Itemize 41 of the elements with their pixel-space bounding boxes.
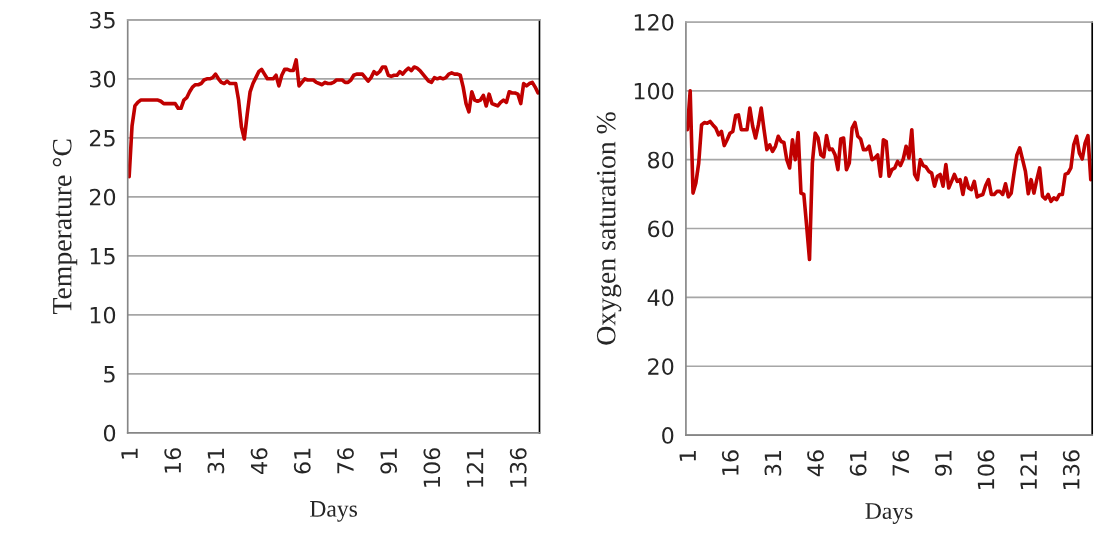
y-tick-label: 35	[90, 11, 115, 29]
x-tick-label: 61	[849, 450, 867, 476]
y-tick-label: 0	[103, 424, 116, 442]
x-tick-label: 31	[207, 448, 225, 474]
x-tick-label: 106	[977, 450, 995, 489]
x-tick-label: 121	[466, 448, 484, 487]
y-tick-label: 5	[104, 366, 115, 383]
y-tick-label: 25	[89, 129, 115, 147]
x-tick-label: 106	[423, 448, 441, 487]
y-tick-label: 10	[90, 306, 116, 324]
y-tick-label: 30	[90, 70, 116, 88]
x-tick-label: 1	[121, 448, 138, 459]
x-tick-label: 91	[934, 450, 952, 476]
y-tick-label: 15	[90, 248, 115, 265]
x-tick-label: 76	[892, 450, 910, 476]
x-axis-title: Days	[310, 501, 358, 522]
y-axis-title: Oxygen saturation %	[596, 112, 622, 345]
line-series	[127, 58, 540, 179]
x-axis-title: Days	[865, 503, 913, 524]
y-tick-label: 60	[648, 220, 674, 238]
x-tick-label: 76	[337, 448, 354, 474]
y-tick-label: 80	[648, 151, 674, 169]
x-tick-label: 136	[509, 448, 527, 487]
x-tick-label: 46	[807, 450, 824, 477]
x-tick-label: 31	[764, 450, 782, 476]
x-tick-label: 16	[721, 450, 739, 475]
x-tick-label: 61	[293, 448, 311, 474]
y-tick-label: 20	[648, 358, 674, 375]
y-axis-title: Temperature °C	[52, 139, 78, 315]
y-tick-label: 20	[89, 188, 116, 206]
y-tick-label: 40	[647, 289, 674, 307]
line-series	[685, 89, 1093, 262]
y-tick-label: 100	[634, 82, 674, 100]
x-tick-label: 91	[380, 448, 398, 474]
y-tick-label: 0	[662, 427, 674, 444]
x-tick-label: 136	[1062, 450, 1080, 489]
x-tick-label: 16	[164, 448, 182, 473]
x-tick-label: 121	[1020, 450, 1037, 489]
x-tick-label: 46	[250, 448, 268, 474]
y-tick-label: 120	[634, 13, 674, 31]
x-tick-label: 1	[679, 450, 696, 461]
